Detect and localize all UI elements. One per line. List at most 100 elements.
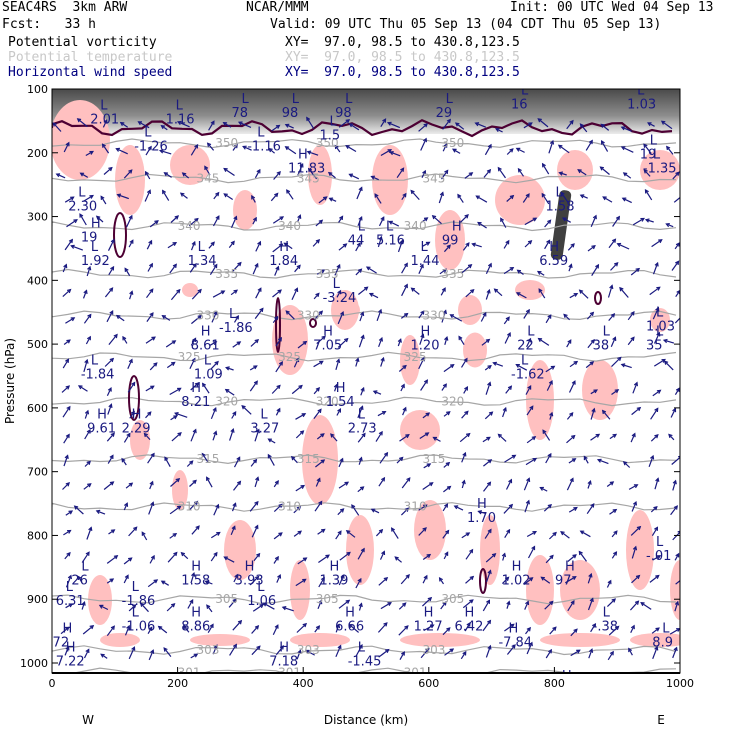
extremum-type: L [446, 92, 454, 107]
wind-arrow-341 [355, 577, 362, 589]
wind-arrow-494 [505, 385, 513, 394]
wind-arrow-233 [270, 192, 279, 202]
wind-shading-1 [115, 145, 145, 215]
wind-arrow-0 [52, 122, 62, 132]
wind-arrow-360 [378, 476, 386, 487]
wind-arrow-49 [100, 195, 107, 205]
extremum-type: L [653, 147, 661, 162]
wind-arrow-578 [579, 194, 588, 199]
wind-arrow-525 [523, 577, 534, 585]
extremum-marker-25: L-3.24 [323, 277, 357, 306]
wind-arrow-89 [128, 604, 137, 612]
wind-arrow-596 [590, 622, 597, 633]
isentrope-label: 335 [316, 267, 339, 281]
extremum-value: 78 [232, 106, 249, 121]
isentrope-label: 310 [278, 500, 301, 514]
wind-arrow-568 [568, 506, 578, 513]
wind-arrow-278 [307, 167, 318, 180]
wind-arrow-384 [400, 507, 410, 516]
wind-arrow-587 [590, 407, 596, 420]
wind-arrow-416 [441, 169, 449, 180]
wind-arrow-630 [627, 336, 635, 346]
wind-arrow-450 [459, 432, 471, 443]
wind-arrow-484 [506, 148, 514, 155]
wind-arrow-479 [485, 569, 492, 583]
extremum-type: L [292, 92, 300, 107]
wind-arrow-32 [85, 335, 91, 345]
wind-arrow-322 [348, 123, 360, 131]
extremum-value: -1.86 [122, 594, 156, 609]
pv-contour-2 [275, 297, 281, 353]
wind-arrow-117 [163, 172, 172, 178]
wind-arrow-169 [211, 310, 218, 323]
wind-arrow-417 [438, 191, 444, 204]
wind-arrow-275 [296, 649, 302, 660]
extremum-marker-33: L35 [646, 325, 664, 354]
wind-arrow-172 [202, 382, 210, 394]
wind-arrow-513 [515, 292, 527, 299]
wind-arrow-357 [377, 410, 387, 417]
wind-arrow-564 [566, 412, 574, 420]
isentrope-label: 330 [423, 308, 446, 322]
wind-arrow-13 [63, 433, 70, 444]
wind-arrow-83 [121, 457, 127, 466]
field-xy-wind: XY= 97.0, 98.5 to 430.8,123.5 [285, 65, 520, 80]
wind-arrow-598 [600, 123, 610, 131]
wind-arrow-112 [139, 602, 149, 613]
y-tick-label-700: 700 [27, 466, 48, 479]
wind-arrow-272 [295, 578, 307, 587]
wind-arrow-138 [176, 120, 190, 128]
x-tick-label-200: 200 [167, 677, 188, 690]
wind-shading-35 [100, 633, 140, 647]
extremum-value: 26 [71, 573, 88, 588]
wind-arrow-244 [267, 453, 275, 466]
wind-arrow-321 [335, 644, 342, 658]
wind-arrow-615 [611, 530, 618, 538]
wind-arrow-682 [672, 479, 677, 491]
wind-arrow-506 [523, 122, 533, 129]
wind-arrow-96 [149, 220, 159, 228]
wind-arrow-213 [252, 262, 259, 275]
extremum-value: 1.06 [247, 594, 276, 609]
extremum-marker-18: L1.34 [188, 240, 217, 269]
extremum-marker-28: H8.61 [191, 325, 220, 354]
wind-arrow-221 [250, 458, 258, 467]
wind-arrow-414 [442, 118, 451, 130]
extremum-value: -.38 [593, 619, 618, 634]
wind-arrow-57 [106, 386, 112, 396]
wind-arrow-524 [527, 545, 536, 559]
wind-arrow-62 [95, 509, 106, 515]
extremum-type: H [452, 220, 462, 235]
wind-arrow-202 [223, 556, 235, 563]
wind-arrow-510 [524, 217, 538, 226]
wind-arrow-569 [560, 531, 570, 539]
isentrope-label: 310 [178, 500, 201, 514]
wind-shading-17 [463, 332, 487, 368]
wind-arrow-645 [643, 143, 652, 154]
wind-arrow-385 [391, 527, 399, 539]
wind-arrow-1 [63, 141, 70, 153]
extremum-value: 1.54 [326, 395, 355, 410]
wind-arrow-97 [146, 239, 153, 250]
extremum-value: -1.62 [511, 367, 545, 382]
extremum-marker-14: L2.30 [68, 186, 97, 215]
wind-arrow-246 [273, 503, 283, 513]
wind-arrow-115 [160, 124, 168, 131]
wind-arrow-420 [439, 268, 447, 275]
wind-arrow-180 [204, 580, 213, 585]
wind-arrow-160 [190, 653, 199, 659]
wind-arrow-637 [631, 500, 637, 512]
wind-arrow-259 [294, 264, 301, 273]
wind-arrow-286 [313, 360, 324, 368]
wind-arrow-461 [484, 143, 492, 156]
wind-arrow-372 [388, 220, 400, 227]
extremum-marker-43: H1.70 [467, 497, 496, 526]
wind-arrow-624 [621, 197, 632, 204]
wind-shading-2 [170, 145, 210, 185]
wind-arrow-689 [672, 646, 678, 659]
wind-arrow-330 [359, 311, 365, 322]
wind-arrow-343 [348, 623, 359, 633]
wind-arrow-539 [545, 365, 556, 373]
wind-arrow-257 [296, 214, 302, 223]
wind-arrow-544 [539, 486, 548, 492]
